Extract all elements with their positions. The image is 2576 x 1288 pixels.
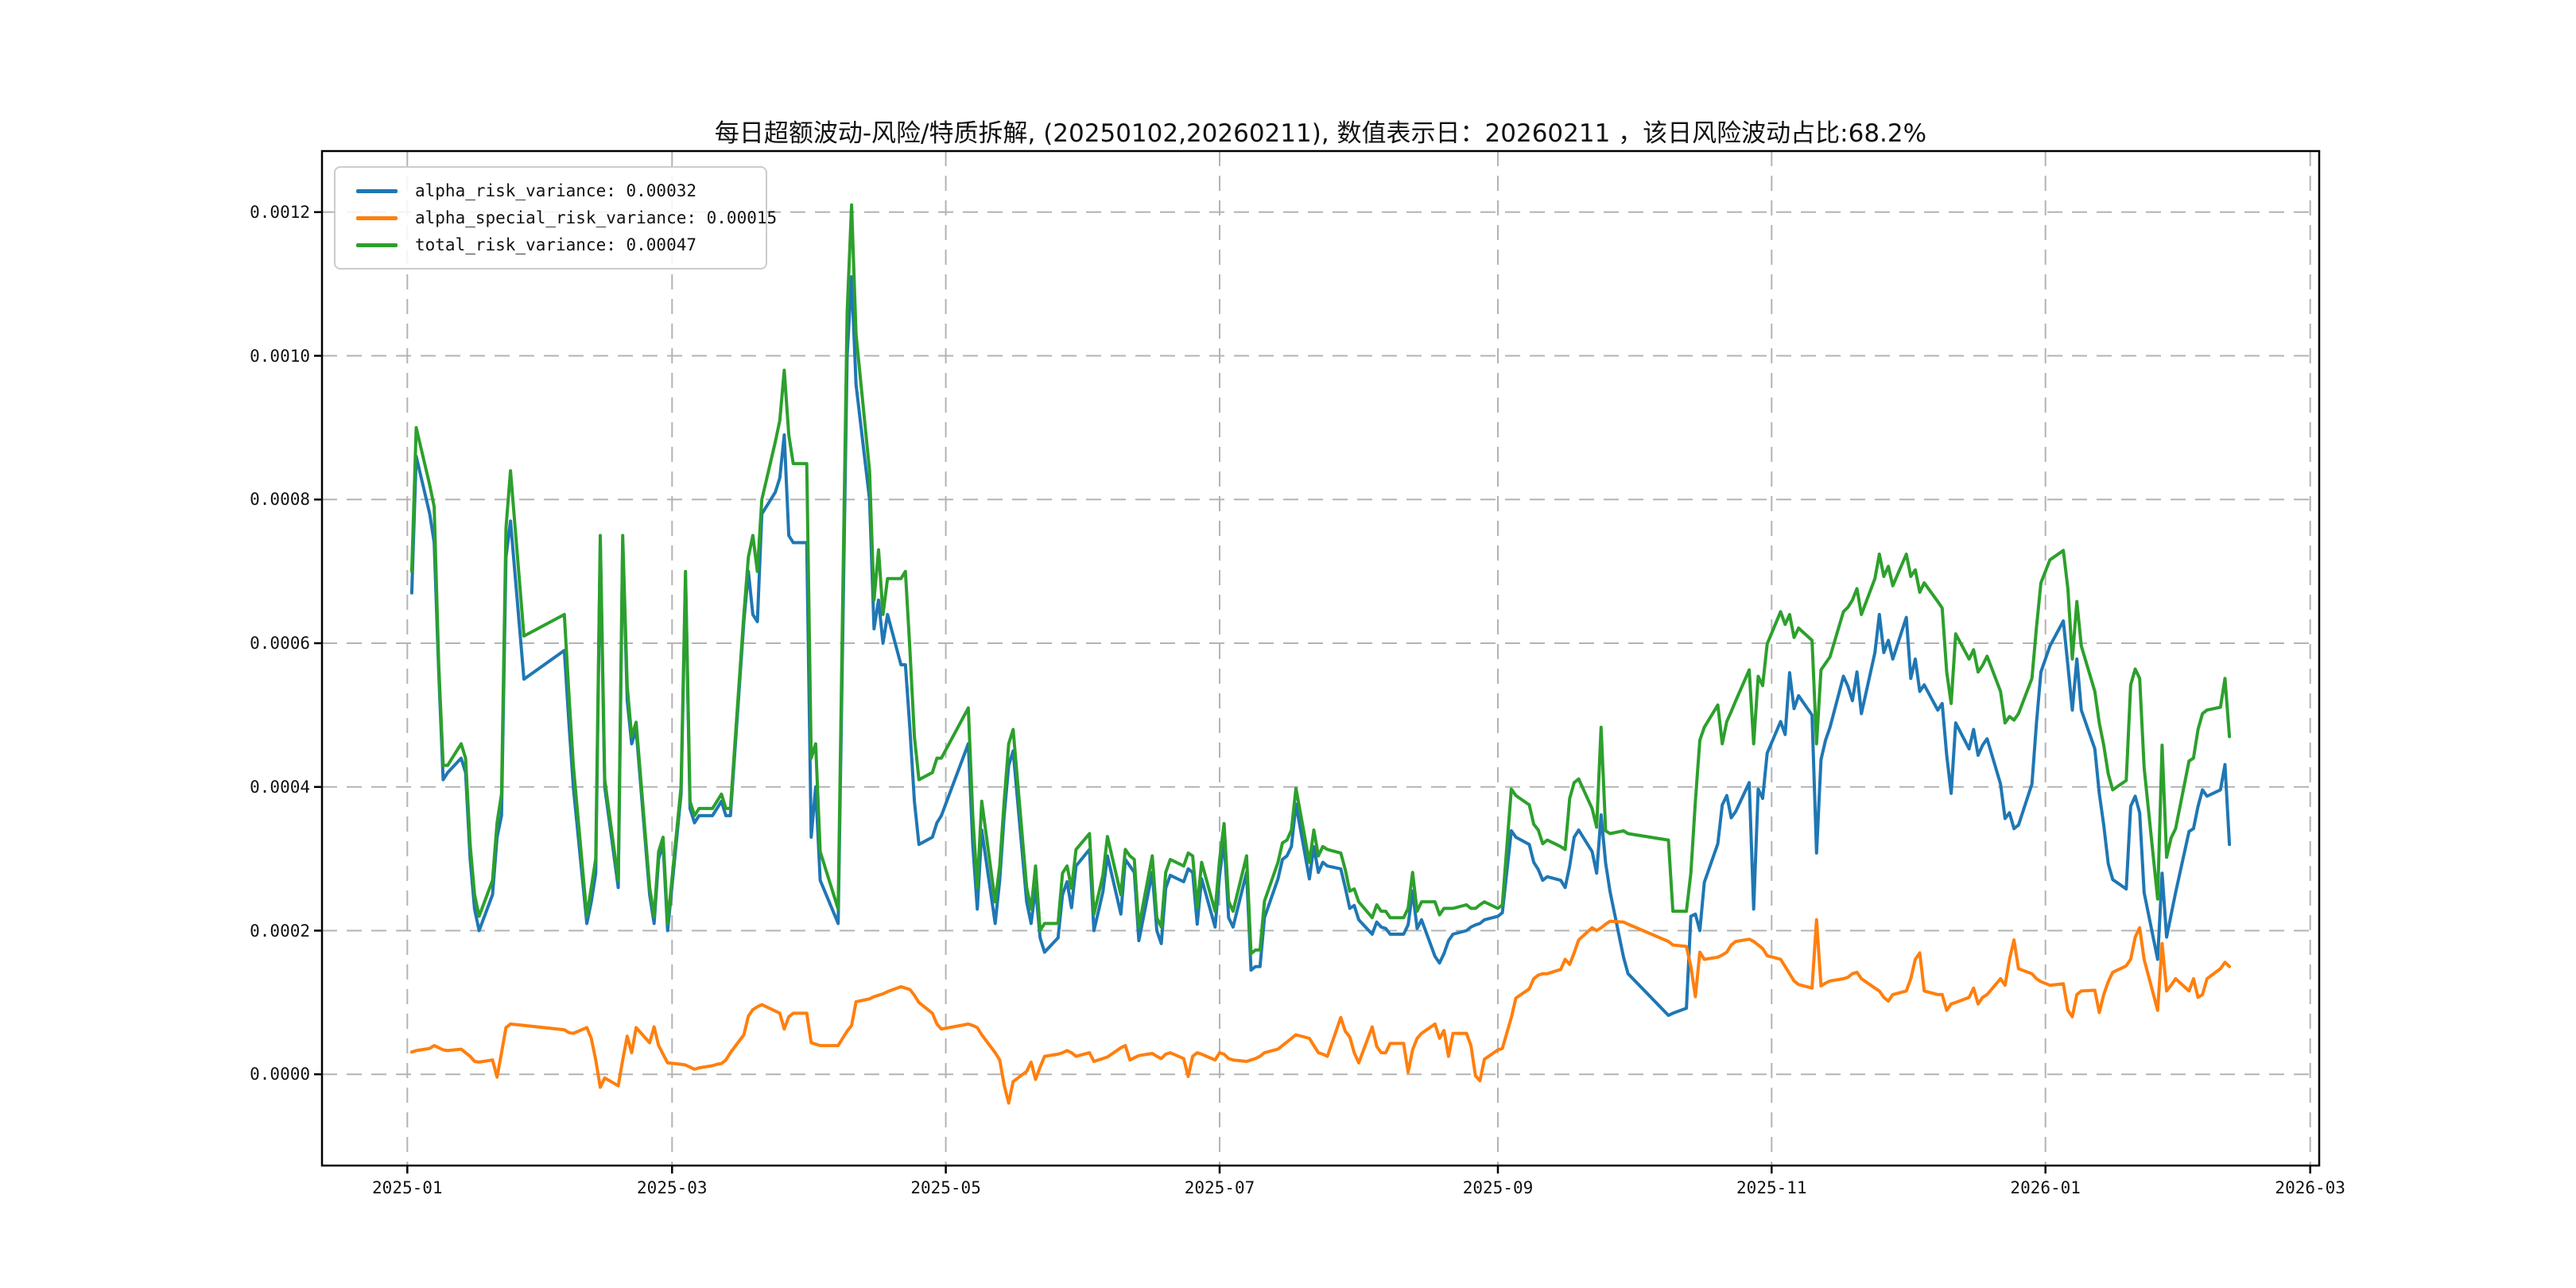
legend-label: alpha_risk_variance: 0.00032	[415, 181, 697, 200]
x-tick-label: 2025-01	[372, 1178, 443, 1197]
x-tick-label: 2025-09	[1462, 1178, 1534, 1197]
legend-label: total_risk_variance: 0.00047	[415, 235, 697, 254]
x-tick-label: 2025-05	[910, 1178, 981, 1197]
chart-title: 每日超额波动-风险/特质拆解, (20250102,20260211), 数值表…	[714, 119, 1927, 148]
plot-border	[320, 149, 2321, 1167]
y-tick-label: 0.0010	[250, 346, 310, 366]
x-tick-label: 2025-03	[637, 1178, 708, 1197]
y-tick-label: 0.0004	[250, 777, 310, 797]
legend-label: alpha_special_risk_variance: 0.00015	[415, 208, 778, 227]
series-line-alpha_special_risk_variance	[409, 918, 2232, 1105]
y-tick-label: 0.0002	[250, 921, 310, 941]
series-lines	[409, 203, 2232, 1105]
y-tick-label: 0.0008	[250, 490, 310, 510]
grid-lines	[322, 151, 2319, 1166]
legend-line-swatch-orange	[356, 215, 398, 220]
legend-line-swatch-green	[356, 242, 398, 247]
x-tick-label: 2026-01	[2010, 1178, 2081, 1197]
y-tick-label: 0.0006	[250, 634, 310, 653]
legend-item-alpha-special-risk-variance: alpha_special_risk_variance: 0.00015	[343, 204, 777, 231]
legend-item-alpha-risk-variance: alpha_risk_variance: 0.00032	[343, 177, 755, 204]
series-line-total_risk_variance	[409, 203, 2232, 956]
legend: alpha_risk_variance: 0.00032 alpha_speci…	[334, 166, 777, 270]
x-tick-label: 2025-07	[1184, 1178, 1255, 1197]
x-tick-label: 2026-03	[2275, 1178, 2345, 1197]
axis-ticks	[314, 211, 2311, 1174]
y-tick-label: 0.0000	[250, 1065, 310, 1084]
x-tick-label: 2025-11	[1736, 1178, 1807, 1197]
legend-line-swatch-blue	[356, 188, 398, 193]
y-tick-label: 0.0012	[250, 202, 310, 222]
legend-item-total-risk-variance: total_risk_variance: 0.00047	[343, 231, 755, 258]
